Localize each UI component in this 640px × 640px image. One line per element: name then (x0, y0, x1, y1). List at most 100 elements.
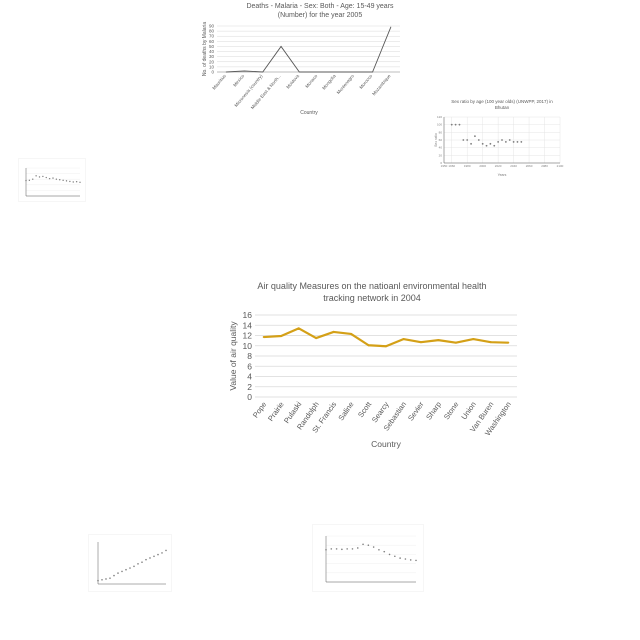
data-point (394, 555, 396, 558)
x-tick-label: Mauritius (211, 73, 227, 91)
data-point (472, 338, 475, 341)
data-point (341, 548, 343, 551)
y-tick-label: 40 (439, 146, 443, 150)
data-point (367, 544, 370, 546)
thumbnail-scatter-chart-2 (88, 534, 172, 592)
x-tick-label: 1960 (448, 164, 455, 168)
data-point (335, 548, 338, 550)
data-point (383, 550, 386, 553)
y-tick-label: 80 (209, 29, 215, 34)
y-tick-label: 16 (243, 310, 253, 320)
x-tick-label: Sevier (406, 400, 426, 423)
chart-title: (Number) for the year 2005 (278, 12, 363, 19)
y-tick-label: 8 (247, 351, 252, 361)
y-tick-label: 20 (439, 153, 443, 157)
data-point (454, 123, 457, 126)
y-tick-label: 90 (209, 24, 215, 29)
data-point (62, 179, 64, 182)
y-tick-label: 12 (243, 331, 253, 341)
y-tick-label: 100 (437, 123, 442, 127)
data-point (372, 546, 375, 548)
data-point (165, 549, 167, 552)
chart-frame (18, 158, 86, 202)
data-point (399, 557, 401, 559)
data-point (497, 141, 500, 143)
data-point (474, 135, 476, 138)
data-point (55, 178, 58, 180)
data-point (485, 144, 488, 147)
bhutan-sex-ratio-chart: Sex ratio by age (100 year olds) (UNWPP,… (430, 95, 570, 180)
x-axis-label: Years (498, 173, 507, 177)
data-point (350, 332, 353, 335)
data-point (141, 561, 143, 563)
x-tick-label: 1950 (441, 164, 448, 168)
data-point (48, 177, 51, 180)
data-point (32, 178, 34, 180)
data-point (97, 579, 99, 582)
x-tick-label: Mozambique (371, 73, 392, 96)
data-point (402, 338, 405, 341)
y-axis-label: Sex ratio (434, 133, 438, 147)
data-point (117, 572, 119, 574)
thumbnail-chart-2-svg (88, 534, 172, 592)
malaria-deaths-chart: Deaths - Malaria - Sex: Both - Age: 15-4… (190, 0, 430, 125)
data-point (390, 26, 392, 28)
data-point (125, 568, 127, 571)
data-point (35, 175, 37, 177)
data-point (330, 548, 333, 550)
data-point (493, 144, 496, 147)
data-point (105, 578, 107, 580)
data-point (458, 123, 461, 126)
data-point (113, 574, 115, 577)
x-tick-label: 2040 (510, 164, 517, 168)
y-tick-label: 70 (209, 34, 215, 39)
y-tick-label: 6 (247, 361, 252, 371)
data-point (72, 181, 74, 183)
data-point (315, 337, 318, 340)
data-point (346, 548, 348, 550)
data-point (512, 141, 515, 143)
data-point (69, 180, 71, 183)
y-tick-label: 60 (439, 138, 443, 142)
thumbnail-chart-1-svg (18, 158, 86, 202)
data-point (372, 71, 373, 73)
y-tick-label: 0 (247, 392, 252, 402)
y-tick-label: 60 (209, 39, 215, 44)
x-axis-label: Country (371, 439, 402, 449)
y-tick-label: 2 (247, 382, 252, 392)
data-point (79, 181, 81, 183)
x-tick-label: Mongolia (321, 73, 337, 91)
data-point (262, 71, 264, 73)
series-line (263, 327, 509, 348)
data-point (161, 552, 163, 554)
y-tick-label: 120 (437, 115, 442, 119)
data-point (501, 139, 503, 141)
x-tick-label: Mexico (232, 73, 245, 88)
y-axis-label: Value of air quality (228, 321, 238, 391)
y-tick-label: 50 (209, 44, 215, 49)
y-tick-label: 80 (439, 130, 443, 134)
data-point (385, 345, 387, 348)
data-point (450, 123, 453, 126)
data-point (356, 547, 359, 549)
y-tick-label: 14 (243, 320, 253, 330)
x-tick-label: 2020 (495, 164, 502, 168)
chart-title: Sex ratio by age (100 year olds) (UNWPP,… (451, 99, 553, 104)
data-point (101, 579, 103, 581)
data-point (454, 341, 457, 344)
data-point (489, 341, 492, 344)
y-tick-label: 20 (209, 59, 215, 64)
data-point (153, 555, 155, 558)
chart-title: Bhutan (495, 105, 510, 110)
chart-title: Air quality Measures on the natioanl env… (257, 281, 486, 291)
data-point (280, 335, 283, 338)
data-point (52, 177, 54, 179)
data-point (109, 577, 111, 579)
y-tick-label: 10 (209, 64, 215, 69)
data-point (298, 71, 300, 73)
data-point (367, 344, 370, 347)
data-point (388, 553, 391, 556)
data-point (507, 341, 510, 344)
x-tick-label: 2000 (479, 164, 486, 168)
x-tick-label: 2080 (541, 164, 548, 168)
